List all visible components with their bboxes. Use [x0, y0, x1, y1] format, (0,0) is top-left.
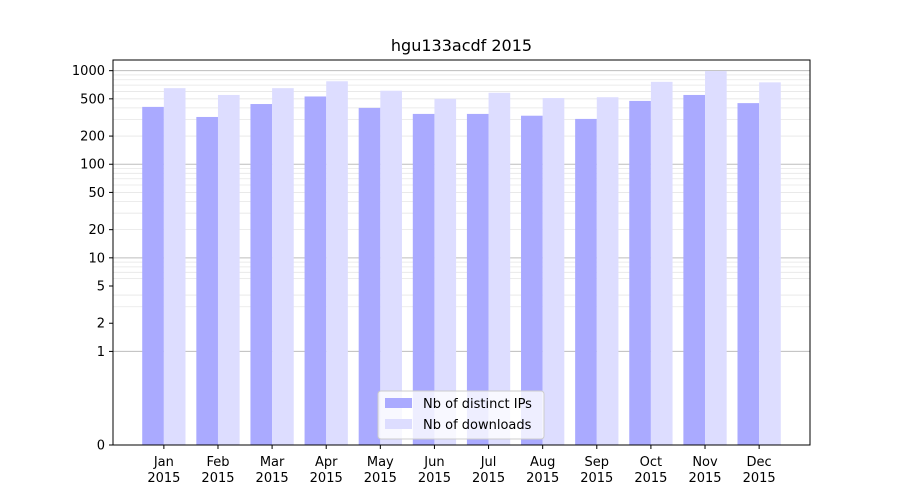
bar-downloads	[542, 98, 565, 446]
bar-downloads	[705, 71, 727, 445]
y-tick-label: 20	[88, 223, 105, 238]
bar-downloads	[380, 90, 402, 446]
y-tick-label: 200	[80, 130, 105, 145]
bar-distinct-ips	[466, 113, 489, 446]
bar-distinct-ips	[629, 100, 651, 446]
bar-downloads	[272, 88, 294, 446]
y-tick-label: 50	[88, 186, 105, 201]
x-tick-label: Sep 2015	[580, 455, 613, 486]
bar-distinct-ips	[196, 116, 218, 446]
bar-distinct-ips	[737, 103, 760, 445]
legend-swatch-downloads	[385, 419, 412, 429]
legend-label-downloads: Nb of downloads	[423, 418, 532, 433]
y-tick-label: 1000	[72, 64, 105, 79]
legend-box	[377, 390, 545, 440]
bar-distinct-ips	[575, 118, 597, 445]
bar-distinct-ips	[358, 107, 381, 446]
bar-distinct-ips	[142, 106, 164, 445]
bar-distinct-ips	[521, 115, 543, 445]
y-tick-label: 5	[97, 280, 105, 295]
legend-swatch-distinct-ips	[385, 398, 412, 408]
bar-downloads	[650, 81, 673, 445]
x-tick-label: Mar 2015	[256, 455, 289, 486]
y-tick-label: 1	[97, 345, 105, 360]
y-tick-label: 500	[80, 92, 105, 107]
x-tick-label: Jan 2015	[147, 455, 180, 486]
y-tick-label: 2	[97, 317, 105, 332]
x-tick-label: Nov 2015	[688, 455, 721, 486]
x-tick-label: Jul 2015	[472, 455, 505, 486]
bars	[142, 71, 781, 446]
y-tick-label: 100	[80, 158, 105, 173]
bar-downloads	[326, 81, 348, 446]
x-tick-label: Jun 2015	[418, 455, 451, 486]
y-tick-label: 10	[88, 251, 105, 266]
bar-downloads	[217, 94, 240, 445]
x-tick-label: Apr 2015	[310, 455, 343, 486]
bar-downloads	[759, 82, 781, 445]
bar-distinct-ips	[250, 104, 273, 445]
y-axis: 0 1 2 5 10 20 50 100 200 500 1000	[72, 64, 113, 454]
bar-downloads	[434, 98, 457, 446]
x-axis: Jan 2015 Feb 2015 Mar 2015 Apr 2015 May 2015 Jun 20…	[147, 445, 776, 486]
bar-downloads	[596, 97, 619, 445]
x-tick-label: Aug 2015	[526, 455, 559, 486]
plot-frame	[112, 59, 811, 446]
bar-distinct-ips	[683, 94, 706, 445]
x-tick-label: Feb 2015	[201, 455, 234, 486]
y-tick-label: 0	[97, 439, 105, 454]
bar-distinct-ips	[412, 113, 435, 446]
x-tick-label: Oct 2015	[634, 455, 667, 486]
x-tick-label: May 2015	[364, 455, 397, 486]
x-tick-label: Dec 2015	[743, 455, 776, 486]
legend-label-distinct-ips: Nb of distinct IPs	[423, 397, 532, 412]
chart-title: hgu133acdf 2015	[391, 36, 532, 55]
bar-downloads	[488, 92, 511, 446]
legend: Nb of distinct IPs Nb of downloads	[377, 390, 545, 440]
bar-distinct-ips	[304, 96, 327, 446]
bar-downloads	[163, 88, 186, 446]
